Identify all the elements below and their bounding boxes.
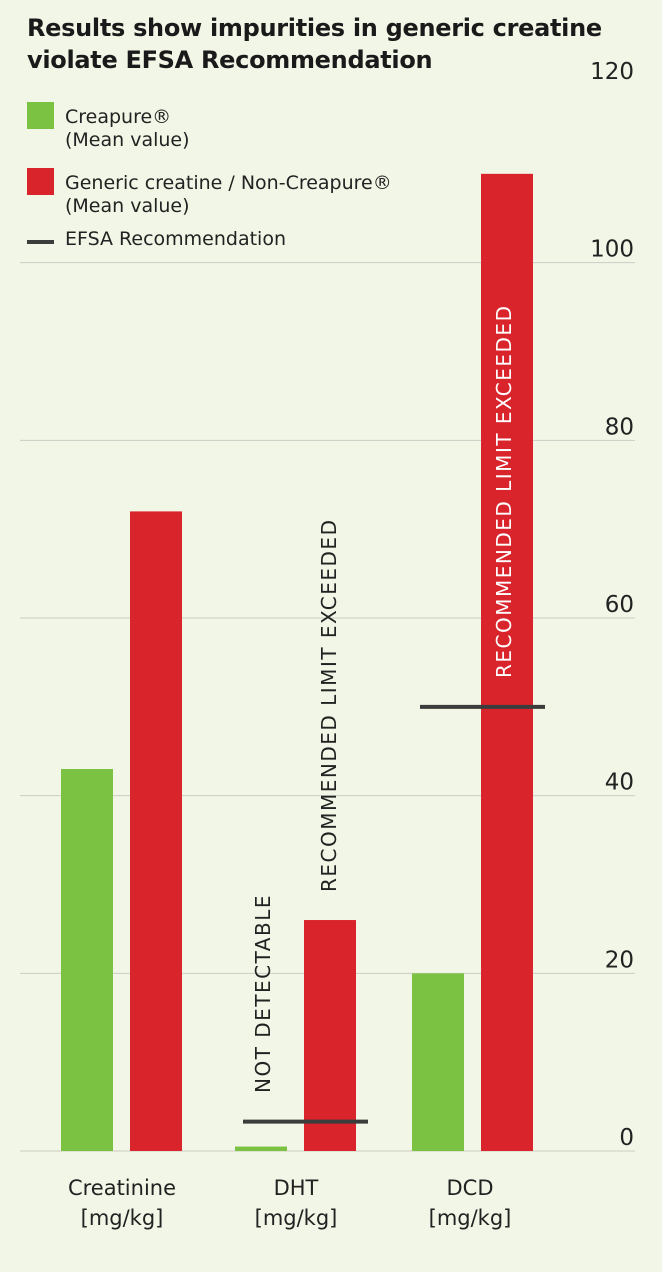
x-tick-label-dcd: DCD [mg/kg]: [380, 1173, 560, 1233]
annotation-label: RECOMMENDED LIMIT EXCEEDED: [492, 305, 516, 678]
y-tick-label: 0: [619, 1125, 634, 1151]
category-unit: [mg/kg]: [428, 1206, 512, 1230]
category-name: Creatinine: [67, 1176, 177, 1200]
y-tick-label: 40: [605, 770, 634, 796]
y-tick-label: 120: [590, 59, 634, 85]
bar-generic-creatinine: [130, 511, 182, 1151]
bar-creapure-creatinine: [61, 769, 113, 1151]
legend-swatch-red: [27, 168, 54, 195]
category-unit: [mg/kg]: [80, 1206, 164, 1230]
bar-creapure-dht: [235, 1146, 287, 1151]
y-tick-label: 80: [605, 414, 634, 440]
legend-swatch-green: [27, 102, 54, 129]
legend-label-generic-sub: (Mean value): [65, 195, 190, 217]
annotation-label: NOT DETECTABLE: [251, 894, 275, 1093]
y-tick-label: 60: [605, 592, 634, 618]
annotation-label: RECOMMENDED LIMIT EXCEEDED: [317, 519, 341, 892]
category-name: DCD: [446, 1176, 494, 1200]
y-tick-label: 20: [605, 947, 634, 973]
legend-label-creapure-sub: (Mean value): [65, 129, 190, 151]
bar-generic-dcd: [481, 173, 533, 1152]
x-tick-label-dht: DHT [mg/kg]: [206, 1173, 386, 1233]
category-name: DHT: [273, 1176, 319, 1200]
x-tick-label-creatinine: Creatinine [mg/kg]: [32, 1173, 212, 1233]
y-tick-label: 100: [590, 237, 634, 263]
legend-label-efsa: EFSA Recommendation: [65, 228, 287, 250]
category-unit: [mg/kg]: [254, 1206, 338, 1230]
chart-title: Results show impurities in generic creat…: [27, 14, 602, 74]
legend-label-creapure: Creapure®: [65, 106, 172, 128]
bar-creapure-dcd: [412, 973, 464, 1151]
legend-label-generic: Generic creatine / Non-Creapure®: [65, 172, 392, 194]
bar-generic-dht: [304, 920, 356, 1151]
legend-line-efsa: [27, 240, 54, 244]
